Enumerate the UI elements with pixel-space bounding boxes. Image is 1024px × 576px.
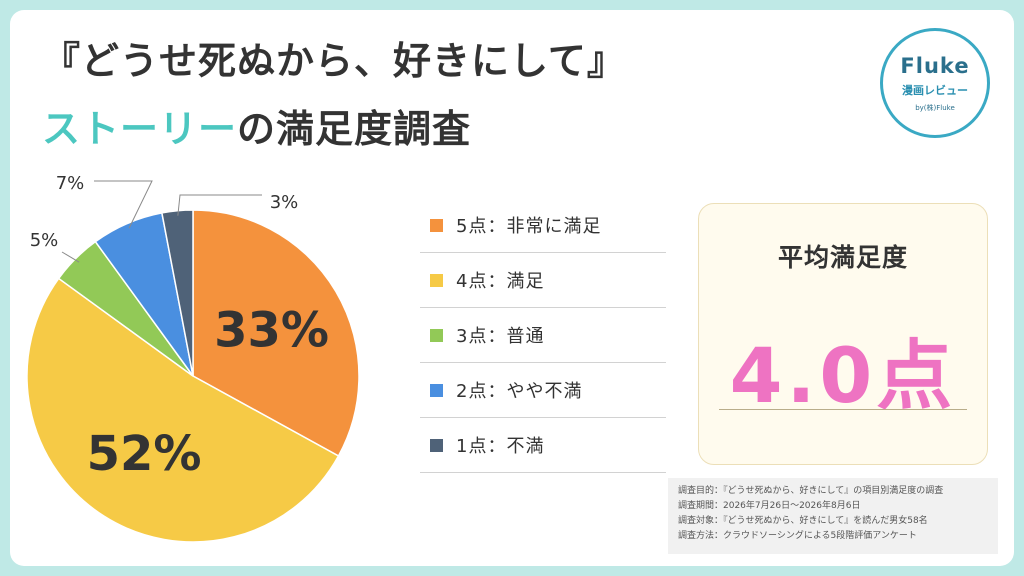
legend-label: 4点：満足 [456,271,545,292]
legend-item: 2点：やや不満 [420,363,666,418]
data-label: 52% [87,426,202,482]
legend-label: 3点：普通 [456,326,545,347]
chart-legend: 5点：非常に満足 4点：満足 3点：普通 2点：やや不満 1点：不満 [420,198,666,473]
logo-sub: 漫画レビュー [902,83,968,97]
page-title: 『どうせ死ぬから、好きにして』 [42,39,626,83]
data-label: 5% [30,230,59,251]
legend-item: 1点：不満 [420,418,666,473]
leader-line [94,180,153,229]
legend-item: 5点：非常に満足 [420,198,666,253]
average-panel: 平均満足度 4.0点 [698,203,988,465]
leader-line [177,194,262,216]
subtitle-rest: の満足度調査 [237,107,472,151]
legend-label: 2点：やや不満 [456,381,583,402]
pie-slice [192,209,360,457]
note-line: 調査期間：2026年7月26日～2026年8月6日 [678,501,861,511]
legend-item: 3点：普通 [420,308,666,363]
average-divider [719,409,967,410]
data-label: 7% [56,173,85,194]
logo-by: by(株)Fluke [915,103,955,112]
note-line: 調査対象：『どうせ死ぬから、好きにして』を読んだ男女58名 [678,516,928,526]
subtitle-accent: ストーリー [42,107,238,151]
legend-label: 1点：不満 [456,436,545,457]
data-label: 3% [270,192,299,213]
pie-slice [161,209,194,377]
average-value: 4.0点 [729,331,957,420]
logo-brand: Fluke [900,53,970,78]
pie-slice [26,277,340,543]
legend-swatch [430,328,443,342]
average-title: 平均満足度 [777,243,908,272]
note-line: 調査方法：クラウドソーシングによる5段階評価アンケート [678,531,917,541]
leader-line [61,251,80,263]
survey-notes: 調査目的：『どうせ死ぬから、好きにして』の項目別満足度の調査 調査期間：2026年… [668,478,998,554]
legend-swatch [430,438,443,452]
page-subtitle: ストーリーの満足度調査 [42,98,471,153]
note-line: 調査目的：『どうせ死ぬから、好きにして』の項目別満足度の調査 [678,486,944,496]
fluke-logo: Fluke 漫画レビュー by(株)Fluke [880,28,990,138]
legend-item: 4点：満足 [420,253,666,308]
legend-swatch [430,273,443,287]
legend-label: 5点：非常に満足 [456,216,602,237]
legend-swatch [430,218,443,232]
legend-swatch [430,383,443,397]
data-label: 33% [214,303,329,359]
